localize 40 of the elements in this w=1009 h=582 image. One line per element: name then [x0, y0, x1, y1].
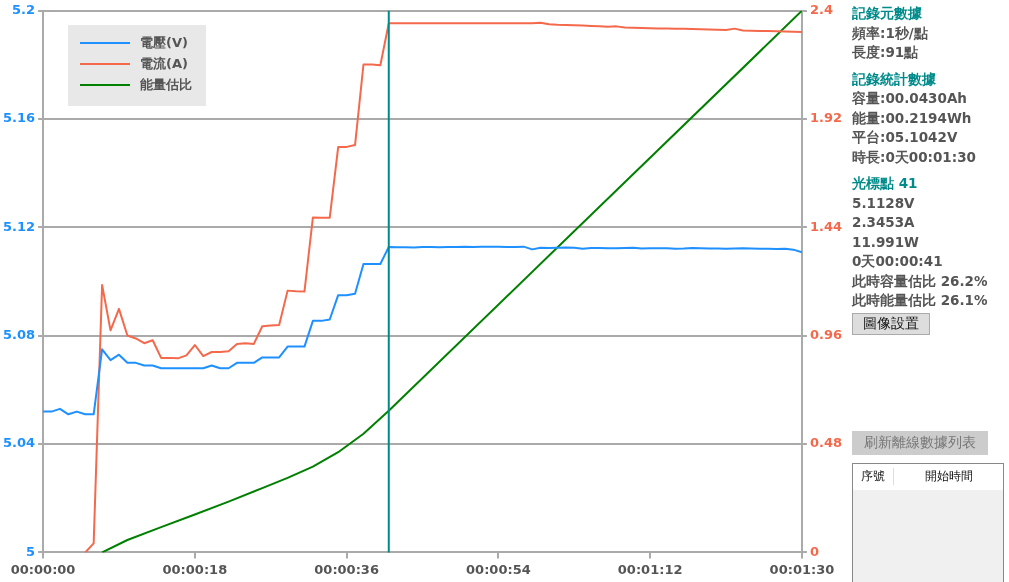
x-tick-label: 00:01:30	[769, 561, 835, 577]
text: 容量:00.0430Ah	[852, 89, 968, 108]
x-tick-label: 00:01:12	[617, 561, 683, 577]
text: 開始時間	[893, 468, 1003, 485]
x-tick-label: 00:00:18	[162, 561, 228, 577]
text: 能量:00.2194Wh	[852, 108, 973, 128]
y2-tick-label: 1.44	[809, 218, 842, 234]
text: 時長:0天00:01:30	[852, 147, 977, 167]
y-tick-label: 5.2	[12, 2, 36, 18]
y-tick-label: 5	[26, 543, 36, 559]
x-tick-label: 00:00:00	[10, 561, 76, 577]
text: 平台:05.1042V	[852, 128, 959, 147]
legend-label: 電流(A)	[140, 55, 189, 74]
y-tick-label: 5.08	[3, 327, 36, 343]
text: 圖像設置	[852, 312, 930, 335]
y2-tick-label: 0.96	[809, 327, 842, 343]
text: 光標點 41	[852, 174, 919, 193]
y-tick-label: 5.04	[3, 435, 36, 451]
legend-label: 電壓(V)	[140, 34, 189, 53]
x-tick-label: 00:00:54	[466, 561, 531, 577]
y2-tick-label: 0.48	[809, 435, 842, 451]
y2-tick-label: 1.92	[809, 110, 842, 126]
text: 2.3453A	[852, 213, 916, 232]
text: 頻率:1秒/點	[852, 23, 929, 43]
text: 0天00:00:41	[852, 252, 944, 271]
legend-label: 能量估比	[140, 76, 193, 95]
text: 5.1128V	[852, 193, 916, 213]
y2-tick-label: 2.4	[809, 2, 833, 18]
text: 記錄元數據	[852, 4, 923, 23]
text: 此時能量估比 26.1%	[852, 291, 989, 310]
y-tick-label: 5.16	[3, 110, 36, 126]
text: 長度:91點	[852, 43, 920, 62]
text: 此時容量估比 26.2%	[852, 271, 989, 291]
y2-tick-label: 0	[809, 543, 819, 559]
y-tick-label: 5.12	[3, 218, 36, 234]
text: 11.991W	[852, 232, 920, 252]
text: 刷新離線數據列表	[852, 430, 988, 455]
text: 記錄統計數據	[852, 69, 937, 89]
x-tick-label: 00:00:36	[314, 561, 379, 577]
text: 序號	[860, 468, 886, 485]
